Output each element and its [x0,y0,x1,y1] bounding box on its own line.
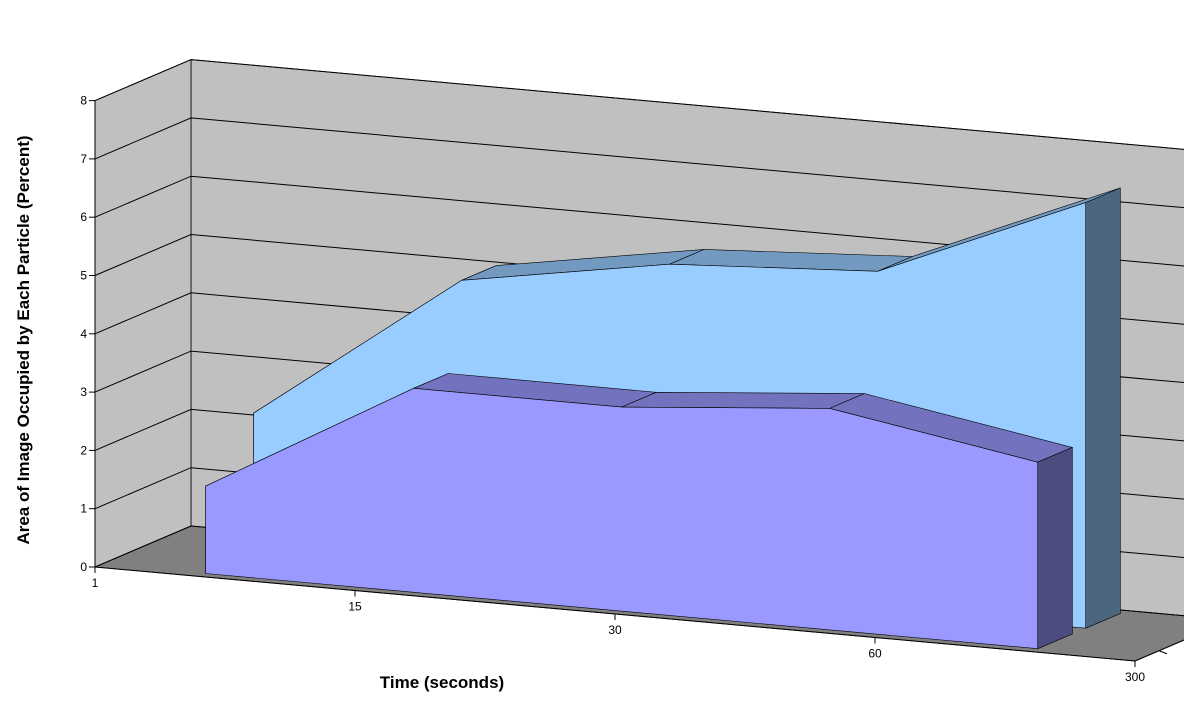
chart-series [205,187,1121,650]
y-tick-label: 8 [80,94,87,108]
area-side-right-shade [1085,187,1121,629]
depth-axis-line [1134,639,1184,662]
y-tick-label: 5 [80,269,87,283]
area-side-right-shade [1037,447,1073,649]
y-tick-label: 0 [80,560,87,574]
x-tick-label: 1 [92,576,99,590]
x-tick-label: 15 [348,600,362,614]
area-top-shade [829,393,1073,463]
y-tick-label: 3 [80,385,87,399]
y-tick-label: 7 [80,152,87,166]
chart-labels: Area of Image Occupied by Each Particle … [14,94,1145,692]
area-front-face [205,387,1038,650]
y-tick-label: 1 [80,502,87,516]
x-axis-title: Time (seconds) [380,673,504,692]
area-top-shade [413,373,657,408]
gridline [94,59,1184,150]
y-tick-label: 4 [80,327,87,341]
area-top-shade [621,392,865,409]
x-tick-label: 30 [608,623,622,637]
chart-axes [89,100,1184,667]
depth-tick-mark [1158,650,1168,655]
x-tick-label: 60 [868,647,882,661]
area-top-shade [461,249,705,281]
y-axis-title: Area of Image Occupied by Each Particle … [14,135,33,544]
y-tick-label: 6 [80,210,87,224]
series-starch-1500 [205,373,1074,650]
area-top-shade [877,187,1121,272]
x-tick-label: 300 [1125,670,1145,684]
y-tick-label: 2 [80,443,87,457]
gridline [94,175,1184,267]
gridline [94,117,1184,209]
area-top-shade [669,249,913,272]
